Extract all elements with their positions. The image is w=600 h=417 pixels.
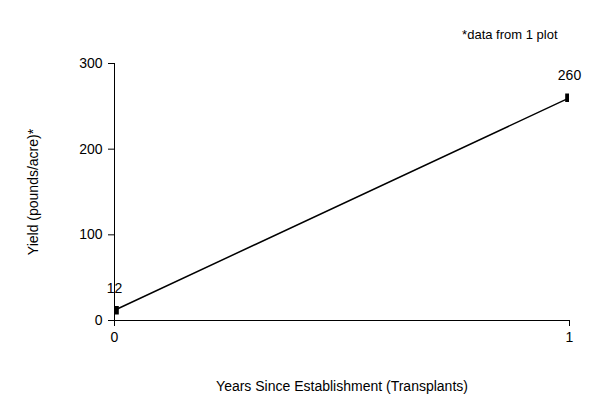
svg-text:0: 0 [95,312,103,328]
svg-text:300: 300 [79,55,103,71]
svg-text:0: 0 [111,329,119,345]
svg-text:200: 200 [79,141,103,157]
svg-text:260: 260 [558,67,582,83]
svg-text:Yield (pounds/acre)*: Yield (pounds/acre)* [25,128,41,255]
svg-text:*data from 1 plot: *data from 1 plot [462,27,558,42]
svg-text:Years Since Establishment (Tra: Years Since Establishment (Transplants) [216,378,468,394]
svg-text:100: 100 [79,226,103,242]
svg-text:12: 12 [107,280,123,296]
svg-text:1: 1 [566,329,574,345]
